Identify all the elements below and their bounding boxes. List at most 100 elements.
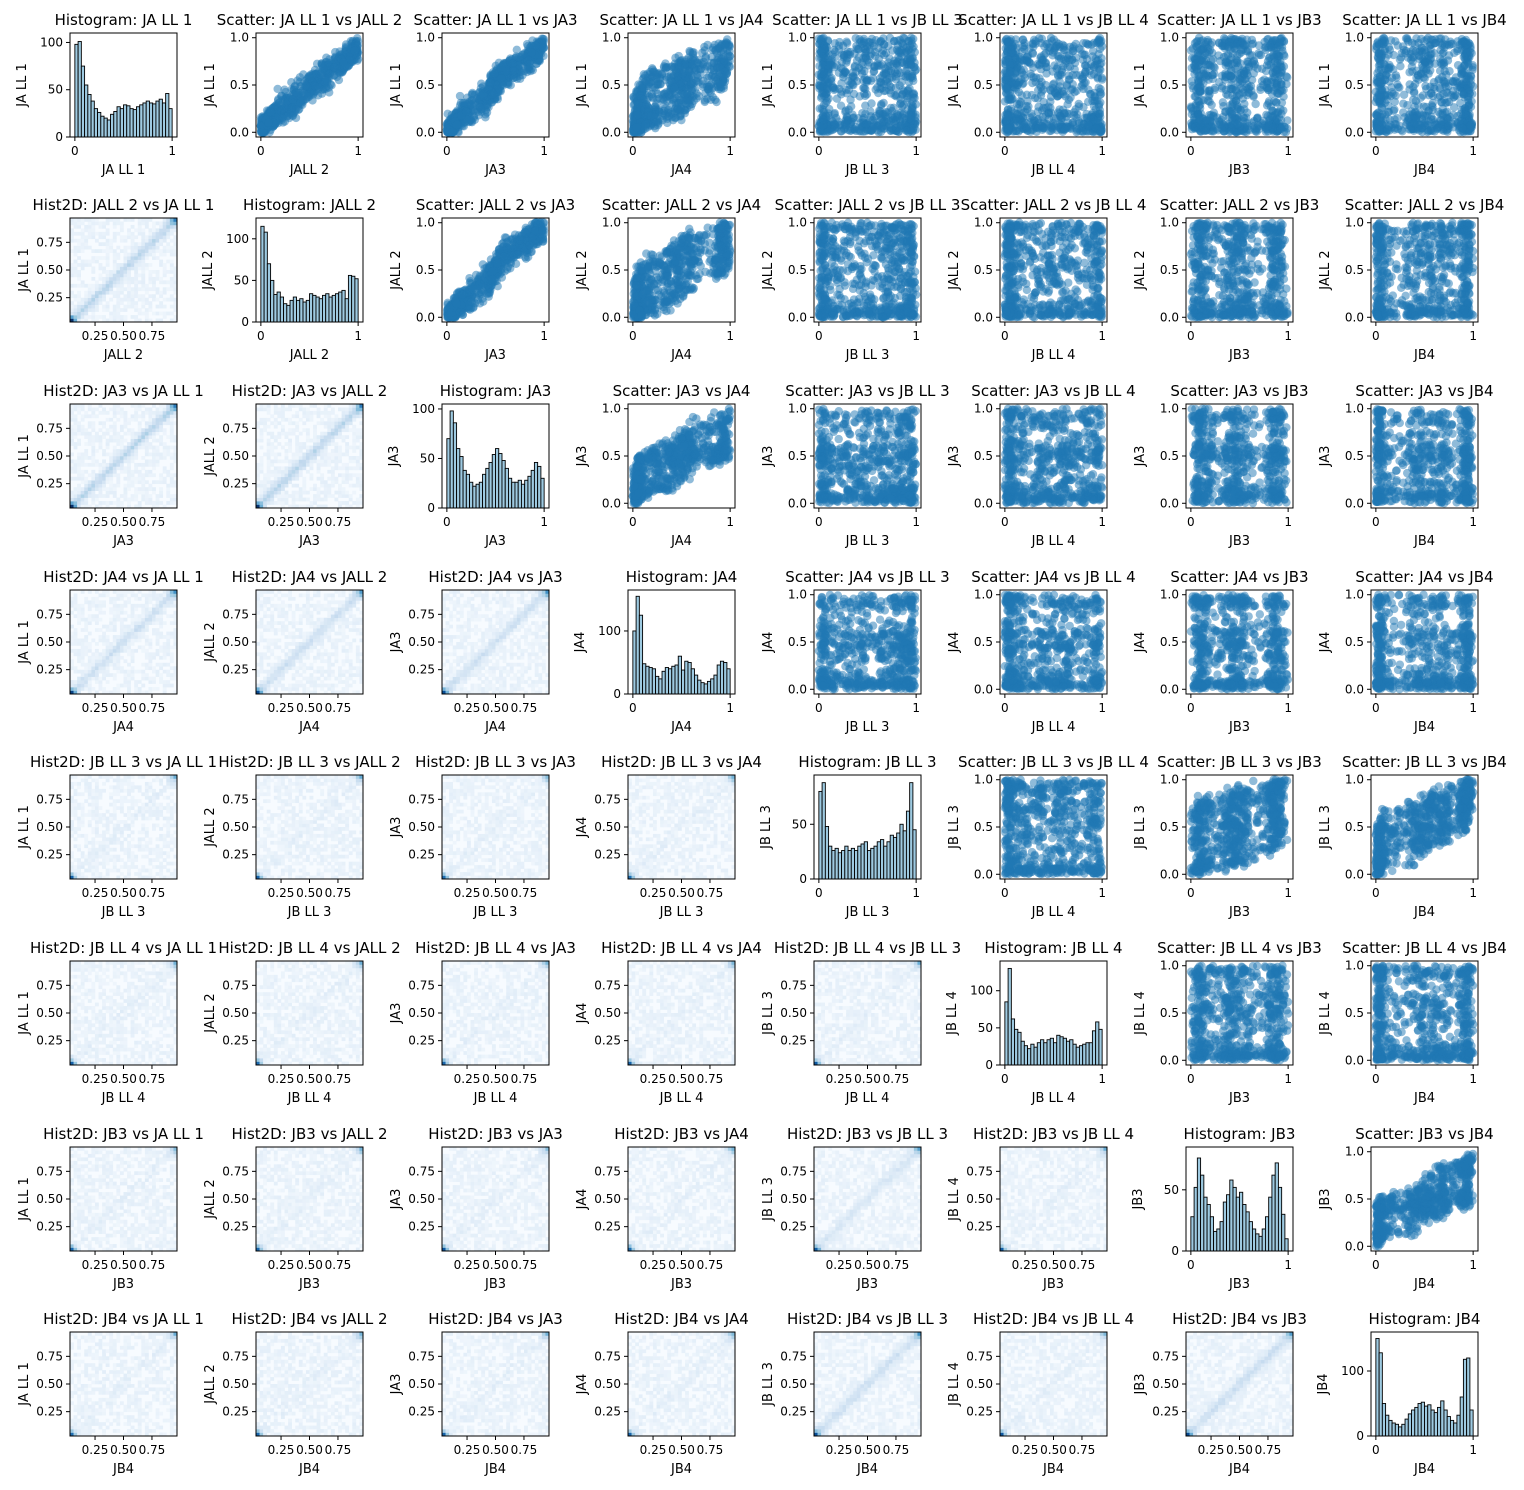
plot-area: [74, 41, 173, 138]
scatter-point: [1396, 61, 1405, 71]
scatter-point: [1204, 37, 1213, 47]
panel-title: Scatter: JA LL 1 vs JB LL 4: [958, 11, 1149, 29]
scatter-point: [1006, 45, 1015, 54]
scatter-point: [1190, 39, 1200, 48]
scatter-point: [497, 74, 506, 83]
histogram-bar: [110, 113, 115, 138]
scatter-point: [664, 112, 673, 121]
scatter-point: [901, 66, 910, 76]
histogram-bar: [129, 108, 134, 138]
scatter-point: [861, 45, 870, 54]
scatter-point: [1394, 82, 1403, 92]
scatter-point: [818, 115, 828, 124]
scatter-point: [1248, 39, 1258, 48]
scatter-point: [688, 71, 697, 81]
x-axis-label: JB3: [1228, 163, 1250, 178]
y-tick-label: 0.0: [788, 125, 807, 139]
scatter-point: [851, 126, 860, 136]
scatter-point: [1044, 102, 1053, 111]
scatter-point: [823, 64, 833, 74]
x-tick-label: 1: [354, 144, 362, 158]
scatter-point: [706, 88, 715, 98]
scatter-point: [1045, 43, 1055, 52]
plot-area: [1000, 33, 1107, 137]
scatter-point: [1096, 65, 1105, 75]
x-axis-label: JA LL 1: [101, 163, 146, 178]
scatter-point: [1449, 123, 1458, 132]
histogram-bar: [139, 104, 144, 138]
scatter-point: [1233, 120, 1242, 129]
x-tick-label: 0: [1001, 144, 1009, 158]
scatter-point: [1029, 73, 1038, 82]
y-axis-label: JA LL 1: [1133, 63, 1148, 108]
y-tick-label: 0.5: [788, 78, 807, 92]
scatter-point: [1054, 72, 1063, 81]
histogram-bar: [74, 43, 79, 138]
scatter-point: [1400, 113, 1409, 122]
y-tick-label: 1.0: [974, 31, 993, 45]
scatter-point: [907, 104, 916, 113]
y-tick-label: 0.0: [1160, 125, 1179, 139]
scatter-point: [674, 51, 683, 61]
scatter-point: [1389, 89, 1398, 99]
scatter-point: [890, 36, 899, 46]
panel-title: Scatter: JA LL 1 vs JALL 2: [217, 11, 403, 29]
y-axis-label: JA LL 1: [575, 63, 590, 108]
scatter-point: [1413, 71, 1423, 80]
scatter-point: [1094, 49, 1103, 59]
histogram-bar: [165, 93, 170, 138]
scatter-point: [1443, 56, 1453, 65]
scatter-point: [1022, 90, 1032, 100]
x-axis-label: JALL 2: [289, 163, 329, 178]
scatter-point: [1227, 33, 1236, 43]
scatter-point: [1457, 87, 1467, 97]
scatter-point: [708, 70, 717, 80]
scatter-point: [514, 53, 524, 62]
y-tick-label: 1.0: [602, 31, 621, 45]
plot-area: [442, 34, 549, 137]
scatter-point: [886, 83, 896, 92]
histogram-bar: [123, 104, 128, 138]
histogram-bar: [90, 100, 95, 138]
y-tick-label: 0.5: [230, 78, 249, 92]
scatter-point: [850, 61, 860, 71]
histogram-bar: [145, 100, 150, 138]
scatter-point: [330, 63, 339, 72]
histogram-bar: [126, 105, 131, 138]
scatter-point: [1414, 38, 1423, 48]
plot-area: [256, 34, 363, 137]
scatter-point: [877, 122, 887, 131]
y-tick-label: 0.0: [230, 125, 249, 139]
scatter-point: [1048, 80, 1058, 89]
scatter-point: [1374, 125, 1383, 135]
scatter-point: [910, 47, 920, 57]
x-tick-label: 1: [168, 144, 176, 158]
scatter-point: [844, 50, 853, 59]
scatter-point: [1239, 40, 1249, 50]
x-tick-label: 1: [1284, 144, 1292, 158]
scatter-point: [1218, 82, 1227, 91]
scatter-point: [456, 98, 466, 108]
y-axis-label: JA LL 1: [761, 63, 776, 108]
scatter-point: [903, 36, 913, 46]
scatter-point: [310, 81, 319, 90]
scatter-point: [893, 65, 903, 75]
scatter-point: [899, 100, 908, 110]
scatter-point: [1279, 50, 1288, 59]
scatter-point: [1418, 91, 1428, 100]
scatter-point: [908, 89, 917, 99]
scatter-point: [1217, 124, 1226, 133]
scatter-point: [817, 89, 827, 98]
scatter-point: [722, 66, 732, 76]
scatter-point: [1068, 44, 1077, 53]
scatter-point: [1037, 122, 1047, 131]
scatter-point: [1374, 48, 1383, 58]
scatter-point: [469, 105, 478, 114]
plot-area: [628, 35, 735, 137]
panel-title: Scatter: JA LL 1 vs JA3: [413, 11, 577, 29]
scatter-point: [1425, 66, 1435, 75]
scatter-point: [894, 127, 903, 136]
scatter-point: [907, 60, 916, 70]
